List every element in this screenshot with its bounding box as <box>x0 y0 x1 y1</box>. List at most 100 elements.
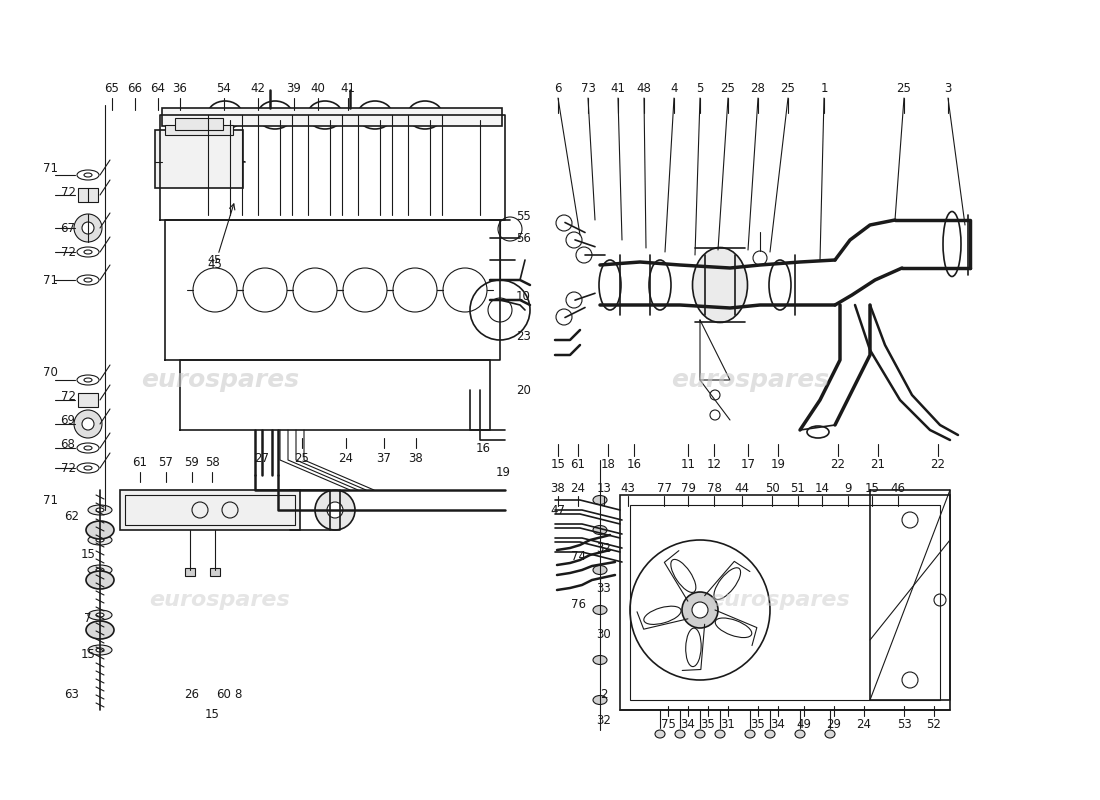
Text: 46: 46 <box>891 482 905 494</box>
Bar <box>78 393 98 407</box>
Text: 19: 19 <box>496 466 512 478</box>
Text: 56: 56 <box>516 231 531 245</box>
Text: 37: 37 <box>376 451 392 465</box>
Text: 27: 27 <box>254 451 270 465</box>
Text: 45: 45 <box>208 255 222 265</box>
Text: 63: 63 <box>65 687 79 701</box>
Text: 12: 12 <box>706 458 722 470</box>
Text: 45: 45 <box>208 258 222 271</box>
Text: 47: 47 <box>550 503 565 517</box>
Text: 18: 18 <box>601 458 615 470</box>
Text: 39: 39 <box>287 82 301 94</box>
Text: 24: 24 <box>857 718 871 730</box>
Text: 2: 2 <box>601 687 607 701</box>
Ellipse shape <box>654 730 666 738</box>
Text: 22: 22 <box>830 458 846 470</box>
Text: 15: 15 <box>80 547 96 561</box>
Text: 3: 3 <box>944 82 952 94</box>
Text: 32: 32 <box>596 714 612 726</box>
Circle shape <box>315 490 355 530</box>
Ellipse shape <box>86 521 114 539</box>
Text: 28: 28 <box>750 82 766 94</box>
Text: 48: 48 <box>637 82 651 94</box>
Ellipse shape <box>84 173 92 177</box>
Text: 25: 25 <box>720 82 736 94</box>
Text: 5: 5 <box>696 82 704 94</box>
Text: 69: 69 <box>60 414 76 426</box>
Ellipse shape <box>593 495 607 505</box>
Text: 72: 72 <box>60 186 76 198</box>
Text: 53: 53 <box>896 718 912 730</box>
Text: 64: 64 <box>151 82 165 94</box>
Text: 75: 75 <box>661 718 675 730</box>
Text: 21: 21 <box>870 458 886 470</box>
Text: 38: 38 <box>408 451 424 465</box>
Text: 19: 19 <box>770 458 785 470</box>
Bar <box>78 188 98 202</box>
Text: 74: 74 <box>571 550 585 562</box>
Text: 34: 34 <box>681 718 695 730</box>
Text: 44: 44 <box>735 482 749 494</box>
Text: 15: 15 <box>865 482 879 494</box>
Text: 68: 68 <box>60 438 76 450</box>
Text: 7: 7 <box>85 611 91 625</box>
Text: 32: 32 <box>596 542 612 554</box>
Text: 31: 31 <box>720 718 736 730</box>
Circle shape <box>74 410 102 438</box>
Text: 50: 50 <box>764 482 780 494</box>
Ellipse shape <box>764 730 776 738</box>
Text: 17: 17 <box>740 458 756 470</box>
Ellipse shape <box>88 645 112 655</box>
Text: 66: 66 <box>128 82 143 94</box>
Ellipse shape <box>86 621 114 639</box>
Ellipse shape <box>84 250 92 254</box>
Ellipse shape <box>593 526 607 534</box>
Circle shape <box>682 592 718 628</box>
Text: 70: 70 <box>43 366 57 378</box>
Ellipse shape <box>88 610 112 620</box>
Text: 41: 41 <box>341 82 355 94</box>
Text: 10: 10 <box>516 290 531 302</box>
Text: 8: 8 <box>234 687 242 701</box>
Text: 38: 38 <box>551 482 565 494</box>
Bar <box>175 118 223 130</box>
Text: 71: 71 <box>43 494 57 506</box>
Text: 13: 13 <box>596 482 612 494</box>
Text: 11: 11 <box>681 458 695 470</box>
Text: eurospares: eurospares <box>710 590 850 610</box>
Bar <box>185 568 195 576</box>
Ellipse shape <box>745 730 755 738</box>
Ellipse shape <box>88 565 112 575</box>
Ellipse shape <box>88 535 112 545</box>
Text: 4: 4 <box>670 82 678 94</box>
Bar <box>210 568 220 576</box>
Text: 36: 36 <box>173 82 187 94</box>
Ellipse shape <box>84 466 92 470</box>
Polygon shape <box>120 490 300 530</box>
Circle shape <box>74 214 102 242</box>
Circle shape <box>692 602 708 618</box>
Ellipse shape <box>88 505 112 515</box>
Text: 57: 57 <box>158 455 174 469</box>
Text: 33: 33 <box>596 582 612 594</box>
Text: 15: 15 <box>205 707 219 721</box>
Text: 26: 26 <box>185 687 199 701</box>
Text: 24: 24 <box>339 451 353 465</box>
Text: 15: 15 <box>80 647 96 661</box>
Text: 49: 49 <box>796 718 812 730</box>
Text: 62: 62 <box>65 510 79 522</box>
Text: 61: 61 <box>132 455 147 469</box>
Text: 55: 55 <box>516 210 530 222</box>
Ellipse shape <box>96 568 104 572</box>
Ellipse shape <box>96 613 104 617</box>
Ellipse shape <box>593 695 607 705</box>
Text: 41: 41 <box>610 82 626 94</box>
Text: eurospares: eurospares <box>150 590 290 610</box>
Text: 61: 61 <box>571 458 585 470</box>
Ellipse shape <box>84 446 92 450</box>
Text: 25: 25 <box>896 82 912 94</box>
Text: 79: 79 <box>681 482 695 494</box>
Bar <box>620 495 950 710</box>
Bar <box>162 108 502 126</box>
Ellipse shape <box>96 508 104 512</box>
